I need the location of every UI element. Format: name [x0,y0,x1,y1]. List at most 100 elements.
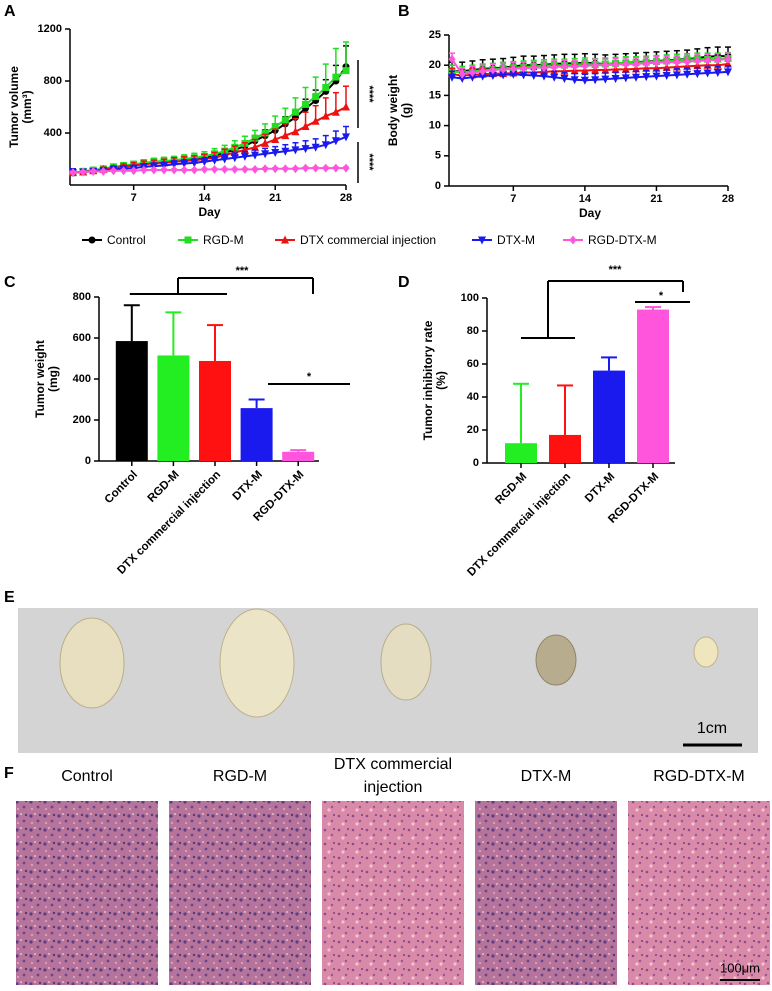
marker [520,63,528,73]
marker [591,60,599,70]
y-tick-label: 600 [73,332,91,344]
marker [478,72,487,81]
y-tick-label: 0 [473,457,479,469]
marker [321,111,330,120]
marker [291,164,299,174]
significance-label: *** [236,265,250,277]
y-tick-label: 0 [435,180,441,192]
y-axis-label: Tumor volume [7,66,21,148]
marker [210,156,219,165]
y-tick-label: 200 [73,414,91,426]
marker [683,57,691,67]
marker [713,68,722,77]
x-tick-label: RGD-M [146,469,182,505]
marker [560,61,568,71]
significance-label: **** [363,153,375,171]
caption: RGD-DTX-M [653,768,745,785]
legend-label: DTX commercial injection [300,233,436,247]
y-tick-label: 80 [467,325,479,337]
marker [468,73,477,82]
marker [261,129,269,137]
marker [88,236,96,244]
marker [180,165,188,175]
bar [115,341,148,461]
marker [570,76,579,85]
series-line [72,106,347,174]
marker [642,58,650,68]
y-axis-label: Tumor inhibitory rate [421,320,435,440]
marker [312,93,320,101]
x-tick-label: 14 [198,192,211,204]
marker [672,71,681,80]
marker [170,165,178,175]
marker [281,147,290,156]
x-tick-label: 28 [722,193,734,205]
marker [140,165,148,175]
y-tick-label: 20 [429,59,441,71]
marker [301,122,310,130]
y-axis-label: (g) [399,103,413,118]
marker [322,163,330,173]
marker [479,66,487,76]
significance-label: *** [609,264,623,276]
scale-bar-label: 1cm [697,720,727,737]
marker [632,59,640,69]
marker [724,54,732,64]
marker [693,70,702,79]
series-line [451,70,729,82]
marker [301,145,310,154]
x-tick-label: 21 [269,192,281,204]
y-tick-label: 400 [44,127,62,139]
series-line [451,62,729,77]
tumor [219,608,295,718]
significance-label: **** [363,85,375,103]
marker [190,165,198,175]
x-tick-label: DTX-M [231,469,265,503]
marker [331,137,340,146]
marker [332,73,340,81]
tumor [380,623,432,701]
panel-label: F [4,765,14,782]
marker [220,155,229,164]
bar [157,355,190,461]
marker [184,236,192,244]
histology-image [169,801,311,985]
histology-image [16,801,158,985]
marker [632,73,640,82]
histology-image [475,801,617,985]
marker [251,142,259,151]
marker [509,70,518,79]
x-tick-label: 7 [131,192,137,204]
marker [724,68,732,77]
marker [271,135,280,143]
marker [311,116,320,125]
x-tick-label: 28 [340,192,352,204]
marker [180,160,189,169]
marker [540,72,548,81]
marker [621,64,630,73]
marker [612,60,620,70]
marker [683,70,692,79]
marker [322,84,330,91]
marker [458,74,467,83]
panel-label: A [4,3,16,20]
caption: Control [61,768,113,785]
marker [271,149,280,157]
marker [211,164,219,174]
marker [662,71,671,80]
marker [130,166,138,176]
series-line [72,167,346,174]
y-tick-label: 800 [73,291,91,303]
marker [342,133,350,142]
marker [489,65,497,75]
bar [593,370,625,463]
marker [291,108,299,116]
legend-label: DTX-M [497,233,535,247]
x-axis-label: Day [579,206,601,220]
marker [281,116,289,124]
marker [509,64,517,74]
y-tick-label: 400 [73,373,91,385]
y-tick-label: 800 [44,75,62,87]
marker [312,163,320,173]
tumor [535,634,577,686]
